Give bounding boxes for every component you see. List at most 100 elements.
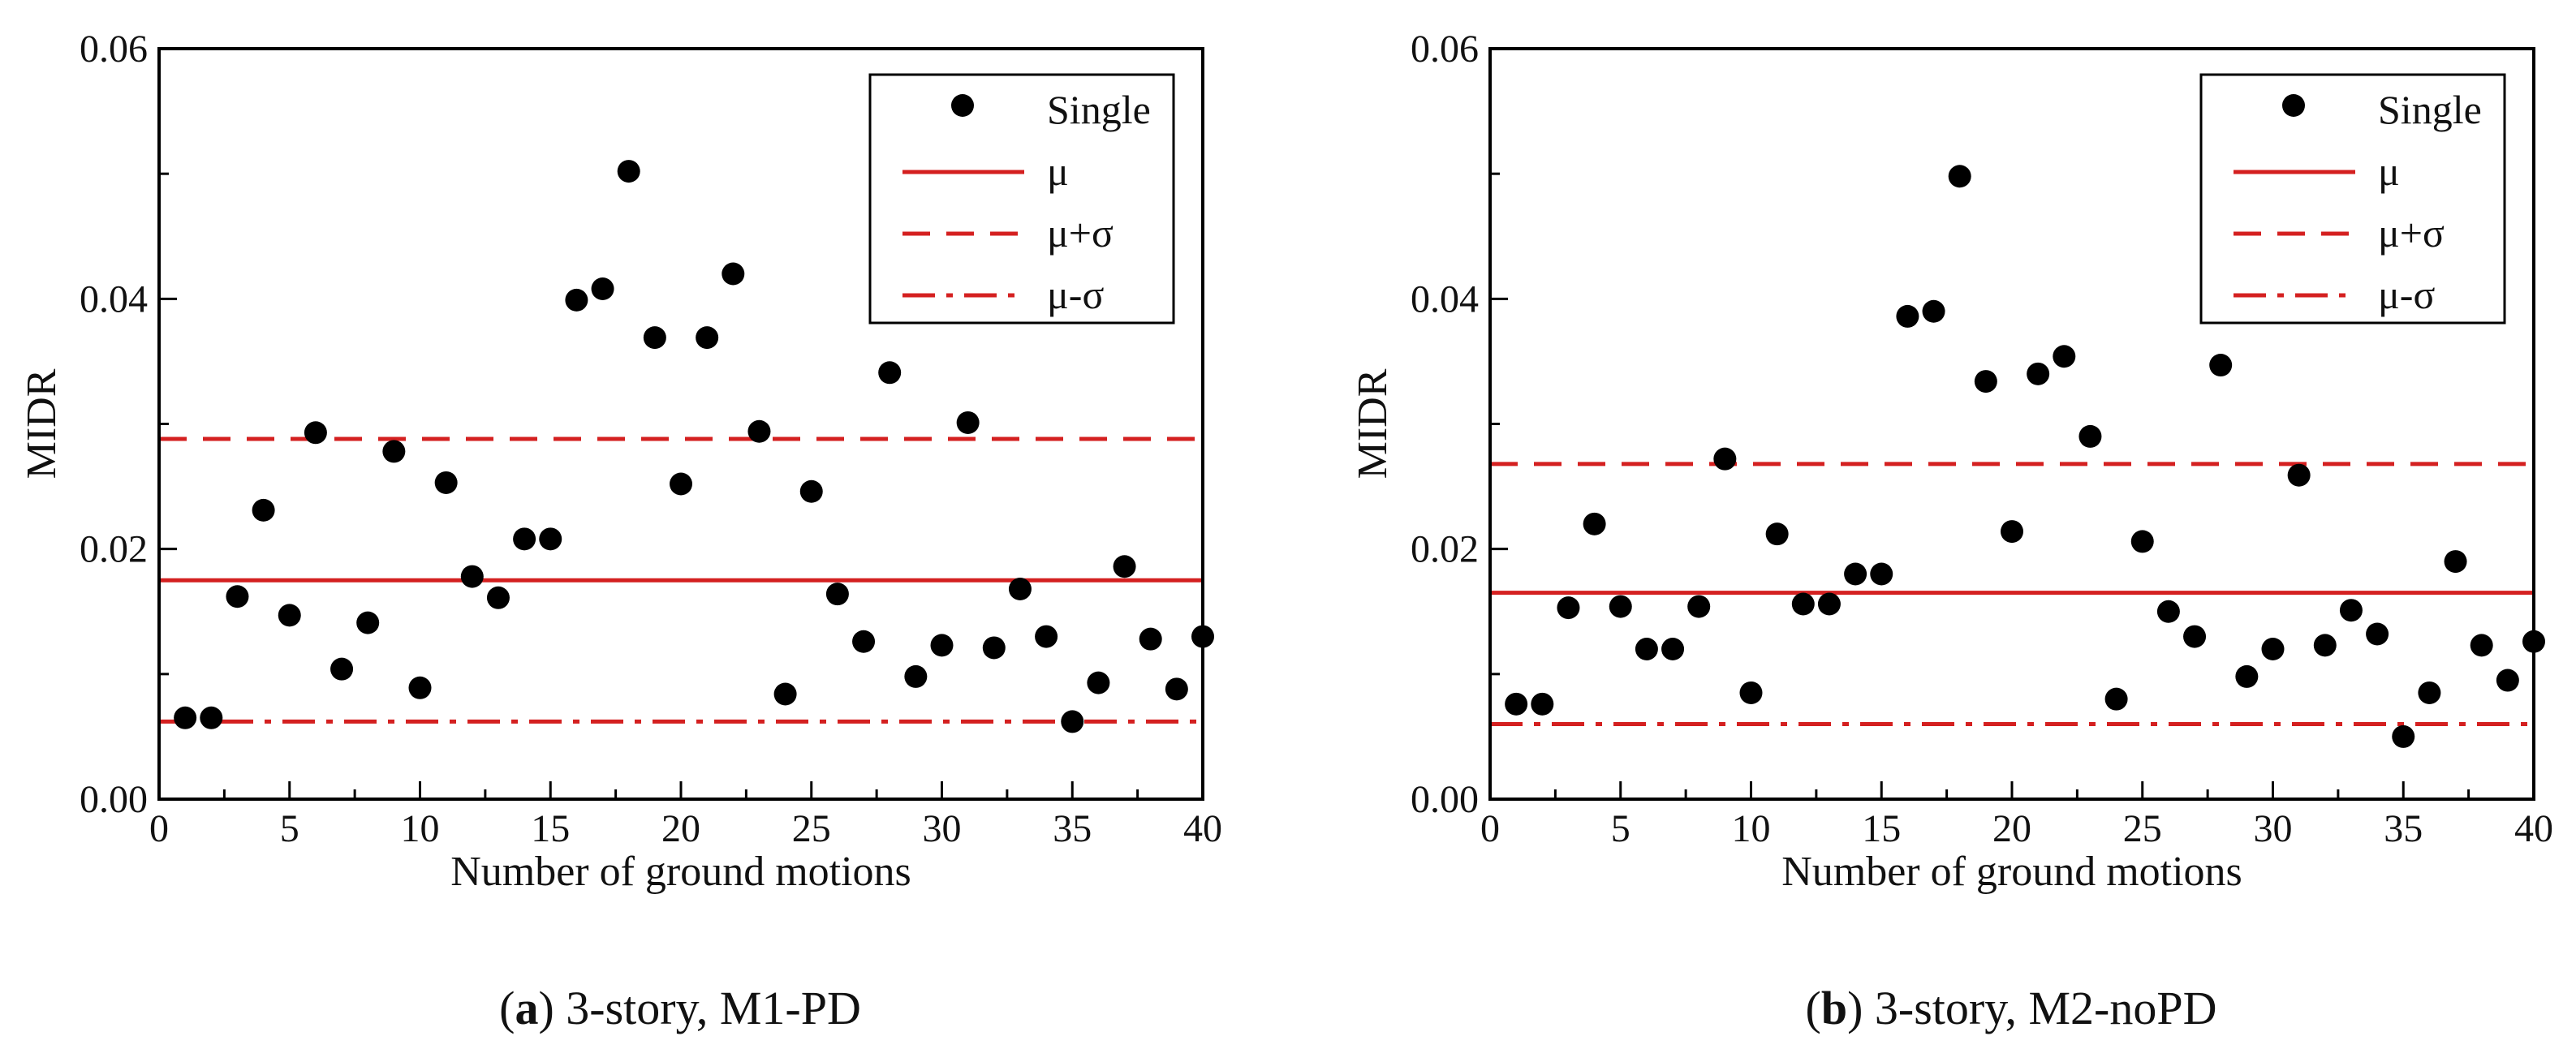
- y-tick-label: 0.02: [80, 528, 148, 571]
- data-point: [2313, 634, 2337, 657]
- data-point: [2339, 599, 2363, 622]
- data-point: [696, 326, 719, 350]
- data-point: [2027, 362, 2050, 385]
- data-point: [747, 419, 771, 443]
- legend-label: μ: [1047, 148, 1069, 194]
- caption-paren-open: (: [499, 982, 515, 1034]
- legend-label: Single: [1047, 87, 1151, 132]
- data-point: [1557, 596, 1580, 620]
- data-point: [1739, 681, 1763, 704]
- data-point: [434, 471, 458, 494]
- data-point: [1008, 578, 1032, 600]
- data-point: [1687, 595, 1711, 618]
- y-tick-label: 0.06: [1411, 28, 1479, 71]
- data-point: [1061, 710, 1084, 733]
- data-point: [1531, 692, 1554, 716]
- caption-paren-close: ): [538, 982, 554, 1034]
- legend-box: [868, 73, 1175, 325]
- data-point: [2130, 530, 2154, 553]
- panel-caption: (b) 3-story, M2-noPD: [1806, 982, 2217, 1034]
- data-point: [1035, 625, 1058, 648]
- x-axis-title: Number of ground motions: [1781, 849, 2242, 895]
- y-tick-label: 0.00: [80, 778, 148, 821]
- data-point: [2078, 424, 2102, 448]
- data-point: [2470, 634, 2493, 657]
- data-point: [1922, 299, 1945, 323]
- data-point: [2366, 622, 2389, 646]
- data-point: [2235, 664, 2259, 688]
- data-point: [1896, 304, 1919, 328]
- data-point: [382, 440, 406, 463]
- x-tick-label: 10: [401, 807, 440, 850]
- data-point: [722, 262, 745, 286]
- data-point: [2496, 669, 2519, 692]
- data-point: [1139, 627, 1162, 651]
- legend-marker-single: [951, 94, 974, 117]
- x-tick-label: 35: [1053, 807, 1092, 850]
- x-tick-label: 5: [1611, 807, 1630, 850]
- x-tick-label: 25: [792, 807, 831, 850]
- data-point: [2001, 520, 2023, 544]
- x-tick-label: 15: [531, 807, 570, 850]
- data-point: [1165, 677, 1188, 701]
- data-point: [956, 411, 980, 434]
- legend: Single μ μ+σ μ-σ: [2199, 73, 2506, 325]
- data-point: [1974, 370, 1997, 393]
- data-point: [539, 527, 562, 551]
- data-point: [878, 361, 902, 385]
- data-point: [226, 585, 249, 608]
- x-tick-label: 40: [2514, 807, 2553, 850]
- data-point: [1713, 447, 1737, 471]
- data-point: [2444, 550, 2467, 574]
- data-point: [2104, 687, 2128, 711]
- y-tick-label: 0.04: [1411, 277, 1479, 320]
- panel-caption: (a) 3-story, M1-PD: [499, 982, 861, 1034]
- data-point: [1948, 165, 1971, 188]
- data-point: [200, 706, 223, 729]
- data-point: [1661, 638, 1685, 660]
- legend-label: μ+σ: [2378, 210, 2445, 256]
- data-point: [486, 586, 510, 609]
- legend-label: μ-σ: [2378, 272, 2435, 317]
- y-axis-title: MIDR: [1350, 368, 1396, 479]
- data-point: [773, 682, 797, 706]
- data-point: [252, 498, 275, 522]
- y-tick-label: 0.04: [80, 277, 148, 320]
- data-point: [1635, 638, 1658, 660]
- data-point: [356, 611, 380, 634]
- x-tick-label: 15: [1862, 807, 1901, 850]
- data-point: [2287, 463, 2311, 487]
- legend-label: μ: [2378, 148, 2400, 194]
- x-tick-label: 35: [2384, 807, 2423, 850]
- data-point: [513, 527, 536, 551]
- y-tick-label: 0.06: [80, 28, 148, 71]
- data-point: [174, 706, 197, 729]
- x-tick-label: 20: [1992, 807, 2031, 850]
- chart-panel-a: 0 5 10 15 20 25 30 35 40 0.00 0.02 0.04 0.06 Number o…: [19, 28, 1222, 1034]
- data-point: [2418, 681, 2441, 704]
- y-tick-label: 0.00: [1411, 778, 1479, 821]
- x-axis-title: Number of ground motions: [450, 849, 911, 895]
- data-point: [1505, 692, 1528, 716]
- data-point: [1817, 592, 1841, 616]
- caption-paren-open: (: [1806, 982, 1821, 1034]
- data-point: [304, 421, 327, 445]
- x-tick-label: 30: [2254, 807, 2293, 850]
- data-point: [460, 565, 484, 588]
- legend: Single μ μ+σ μ-σ: [868, 73, 1175, 325]
- chart-panel-b: 0 5 10 15 20 25 30 35 40 0.00 0.02 0.04 0.06 Number o…: [1350, 28, 2553, 1034]
- x-tick-label: 20: [661, 807, 700, 850]
- data-point: [930, 634, 954, 657]
- data-point: [904, 664, 928, 688]
- data-point: [408, 676, 432, 699]
- data-point: [825, 583, 849, 606]
- caption-text: 3-story, M1-PD: [554, 982, 861, 1034]
- x-tick-label: 40: [1183, 807, 1222, 850]
- x-tick-label: 25: [2123, 807, 2162, 850]
- data-point: [591, 277, 614, 300]
- x-tick-label: 0: [1480, 807, 1500, 850]
- legend-label: Single: [2378, 87, 2482, 132]
- caption-letter: b: [1821, 982, 1847, 1034]
- data-point: [1765, 522, 1789, 546]
